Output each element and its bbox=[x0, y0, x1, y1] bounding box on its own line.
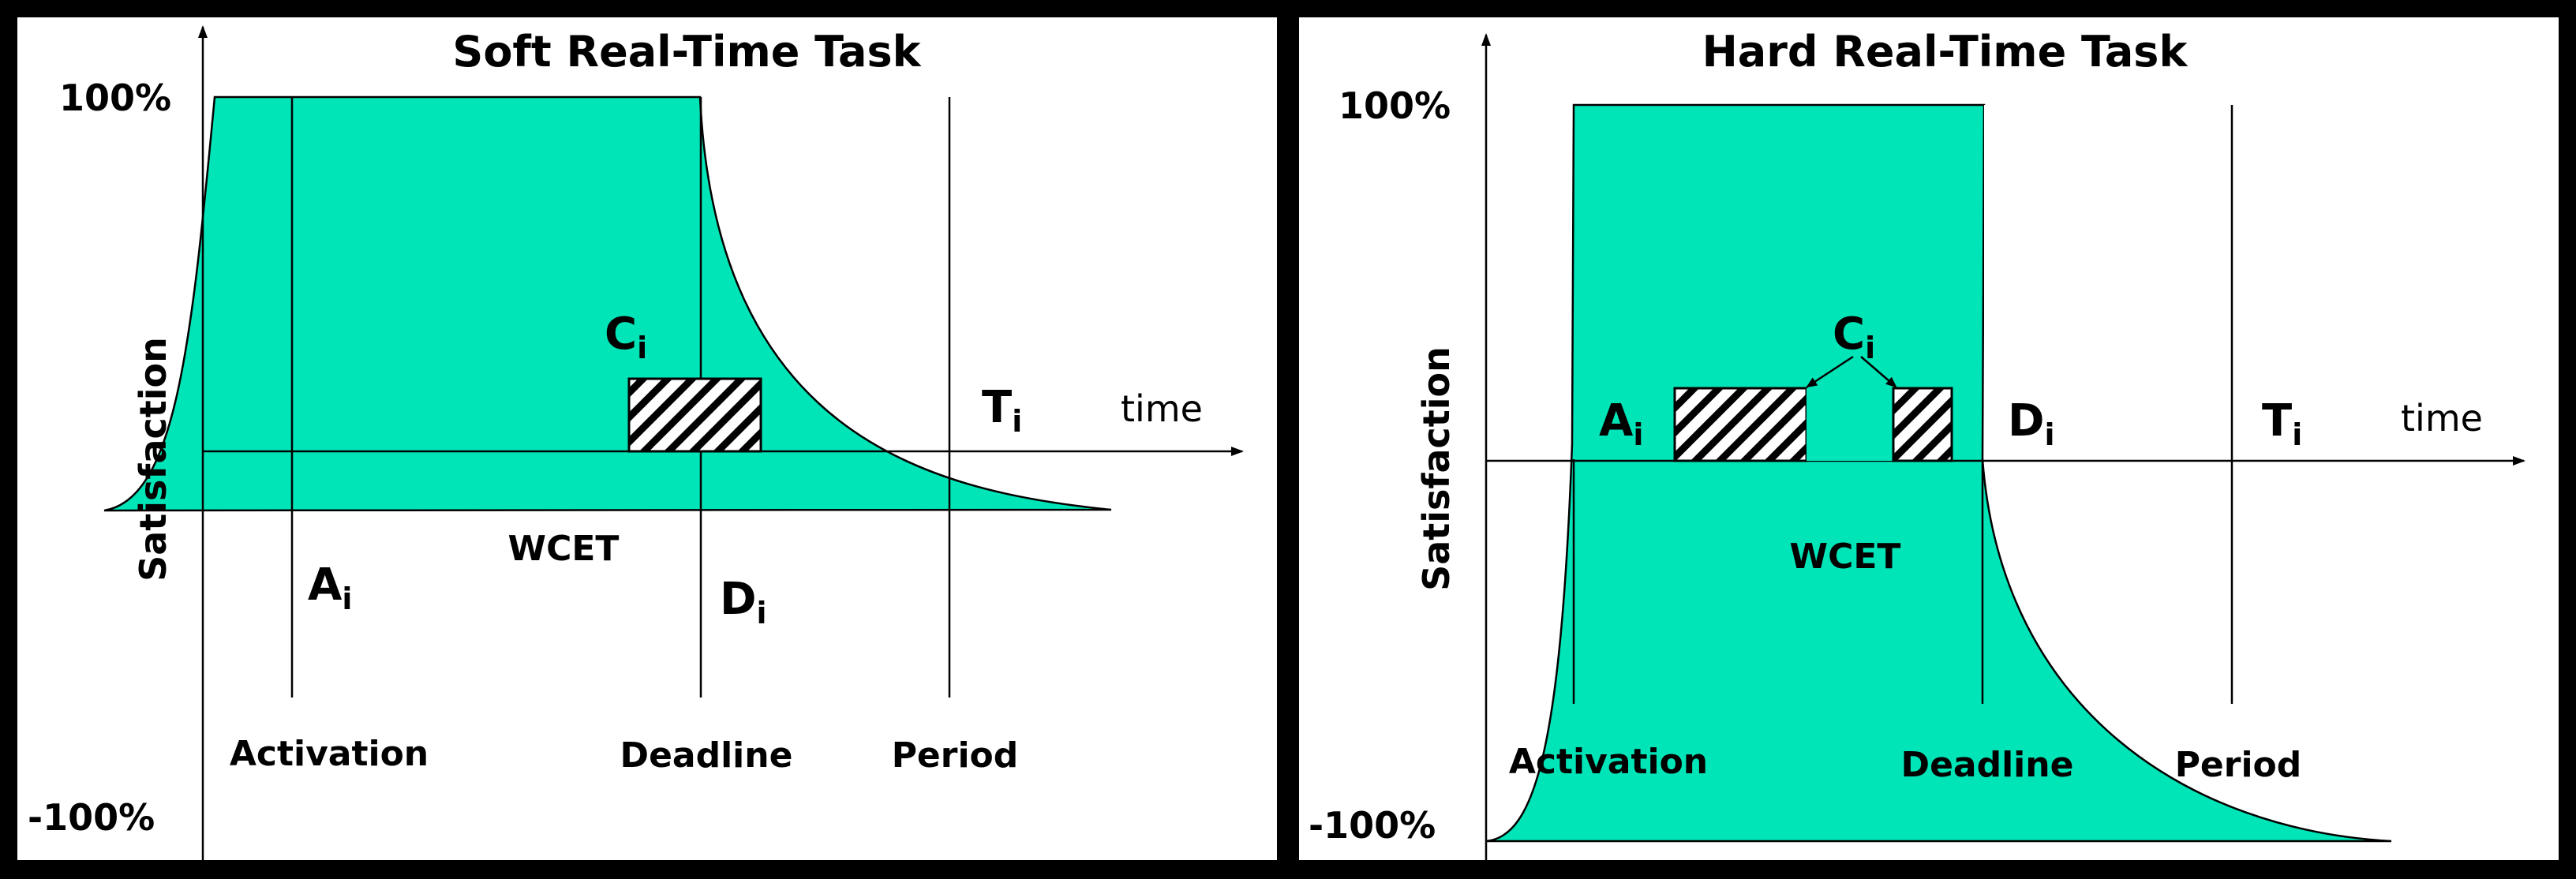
soft-d-label: Di bbox=[720, 574, 767, 630]
soft-wcet-label: WCET bbox=[508, 529, 620, 569]
soft-realtime-panel: Soft Real-Time Task 100% -100% Satisfact… bbox=[17, 17, 1277, 860]
hard-y-top-label: 100% bbox=[1339, 84, 1451, 127]
hard-deadline-gap bbox=[1984, 105, 1992, 451]
soft-c-label: Ci bbox=[605, 309, 647, 365]
soft-x-axis-label: time bbox=[1121, 387, 1203, 430]
hard-satisfaction-area bbox=[1485, 103, 2392, 843]
hard-c-label: Ci bbox=[1833, 309, 1875, 365]
soft-period-label: Period bbox=[892, 735, 1019, 776]
hard-activation-label: Activation bbox=[1509, 742, 1708, 782]
soft-y-top-label: 100% bbox=[59, 77, 171, 119]
hard-t-label: Ti bbox=[2262, 395, 2302, 452]
hard-realtime-panel: Hard Real-Time Task 100% -100% Satisfact… bbox=[1299, 17, 2559, 860]
soft-wcet-block bbox=[627, 377, 762, 453]
soft-y-axis-label: Satisfaction bbox=[132, 337, 174, 582]
hard-deadline-label: Deadline bbox=[1901, 745, 2074, 785]
hard-wcet-block-2 bbox=[1892, 387, 1953, 462]
hard-y-bottom-label: -100% bbox=[1309, 804, 1436, 847]
hard-wcet-block-1 bbox=[1673, 387, 1808, 462]
hard-c-arrow-left bbox=[1806, 355, 1854, 388]
soft-y-bottom-label: -100% bbox=[28, 796, 155, 839]
hard-y-axis-label: Satisfaction bbox=[1415, 346, 1458, 591]
soft-a-label: Ai bbox=[308, 559, 352, 616]
soft-t-label: Ti bbox=[982, 382, 1022, 439]
hard-c-arrow-right bbox=[1860, 356, 1897, 388]
soft-realtime-diagram: Soft Real-Time Task 100% -100% Satisfact… bbox=[28, 25, 1244, 860]
hard-wcet-gap bbox=[1807, 388, 1893, 461]
soft-title: Soft Real-Time Task bbox=[452, 27, 921, 77]
hard-wcet-label: WCET bbox=[1790, 537, 1901, 577]
soft-activation-label: Activation bbox=[230, 734, 429, 774]
hard-realtime-diagram: Hard Real-Time Task 100% -100% Satisfact… bbox=[1309, 27, 2525, 860]
hard-a-label: Ai bbox=[1599, 395, 1643, 452]
soft-satisfaction-area bbox=[103, 95, 1112, 512]
soft-deadline-label: Deadline bbox=[620, 735, 793, 776]
hard-x-axis-label: time bbox=[2401, 397, 2483, 440]
hard-d-label: Di bbox=[2008, 395, 2055, 452]
hard-period-label: Period bbox=[2175, 745, 2302, 785]
hard-title: Hard Real-Time Task bbox=[1702, 27, 2188, 77]
